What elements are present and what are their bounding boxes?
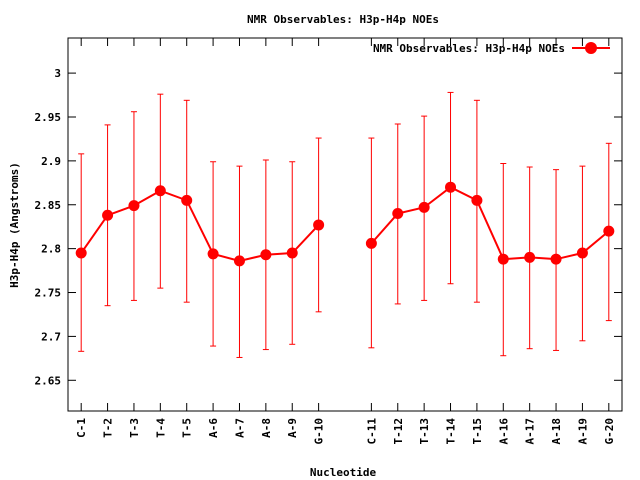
x-tick-label: G-10 bbox=[313, 418, 326, 445]
y-tick-label: 2.7 bbox=[41, 330, 61, 343]
series-lines bbox=[80, 186, 610, 262]
x-tick-label: T-4 bbox=[154, 418, 167, 438]
data-point bbox=[102, 209, 114, 221]
data-points bbox=[75, 181, 615, 267]
y-tick-label: 2.65 bbox=[35, 374, 62, 387]
series-line bbox=[80, 189, 320, 262]
plot-frame bbox=[67, 37, 623, 412]
data-point bbox=[445, 181, 457, 193]
data-point bbox=[154, 185, 166, 197]
y-tick-label: 2.85 bbox=[35, 199, 62, 212]
legend-label: NMR Observables: H3p-H4p NOEs bbox=[373, 42, 565, 55]
x-tick-label: A-6 bbox=[207, 418, 220, 438]
y-tick-label: 2.75 bbox=[35, 287, 62, 300]
legend: NMR Observables: H3p-H4p NOEs bbox=[373, 42, 610, 55]
data-point bbox=[471, 194, 483, 206]
data-point bbox=[181, 194, 193, 206]
x-tick-label: A-17 bbox=[524, 418, 537, 445]
y-tick-label: 2.8 bbox=[41, 243, 61, 256]
x-tick-label: T-5 bbox=[181, 418, 194, 438]
y-axis-label: H3p-H4p (Angstroms) bbox=[8, 162, 21, 288]
x-tick-label: T-3 bbox=[128, 418, 141, 438]
x-tick-label: A-7 bbox=[233, 418, 246, 438]
x-tick-label: A-18 bbox=[550, 418, 563, 445]
x-tick-label: A-8 bbox=[260, 418, 273, 438]
x-axis-label: Nucleotide bbox=[310, 466, 377, 479]
data-point bbox=[260, 249, 272, 261]
data-point bbox=[550, 253, 562, 265]
data-point bbox=[75, 247, 87, 259]
x-tick-label: A-16 bbox=[497, 418, 510, 445]
x-tick-label: T-2 bbox=[102, 418, 115, 438]
y-axis: 2.65 2.7 2.75 2.8 2.85 2.9 2.95 3 bbox=[35, 67, 622, 387]
x-tick-label: C-11 bbox=[365, 418, 378, 445]
y-tick-label: 3 bbox=[54, 67, 61, 80]
x-tick-label: A-9 bbox=[286, 418, 299, 438]
data-point bbox=[418, 201, 430, 213]
y-tick-label: 2.9 bbox=[41, 155, 61, 168]
error-bars bbox=[78, 91, 612, 358]
x-axis: C-1 T-2 T-3 T-4 T-5 A-6 A-7 A-8 A-9 G-10 C-11 T-12 T… bbox=[75, 38, 616, 445]
x-tick-label: T-14 bbox=[445, 418, 458, 445]
data-point bbox=[603, 225, 615, 237]
data-point bbox=[392, 208, 404, 220]
data-point bbox=[286, 247, 298, 259]
x-tick-label: T-13 bbox=[418, 418, 431, 445]
chart-title: NMR Observables: H3p-H4p NOEs bbox=[247, 13, 439, 26]
x-tick-label: T-12 bbox=[392, 418, 405, 445]
x-tick-label: G-20 bbox=[603, 418, 616, 445]
data-point bbox=[497, 253, 509, 265]
data-point bbox=[233, 255, 245, 267]
data-point bbox=[128, 200, 140, 212]
series-line bbox=[370, 186, 610, 261]
data-point bbox=[313, 219, 325, 231]
data-point bbox=[207, 248, 219, 260]
data-point bbox=[365, 237, 377, 249]
legend-marker-sample bbox=[585, 42, 597, 54]
x-tick-label: C-1 bbox=[75, 418, 88, 438]
data-point bbox=[576, 247, 588, 259]
x-tick-label: A-19 bbox=[576, 418, 589, 445]
data-point bbox=[524, 251, 536, 263]
y-tick-label: 2.95 bbox=[35, 111, 62, 124]
x-tick-label: T-15 bbox=[471, 418, 484, 445]
